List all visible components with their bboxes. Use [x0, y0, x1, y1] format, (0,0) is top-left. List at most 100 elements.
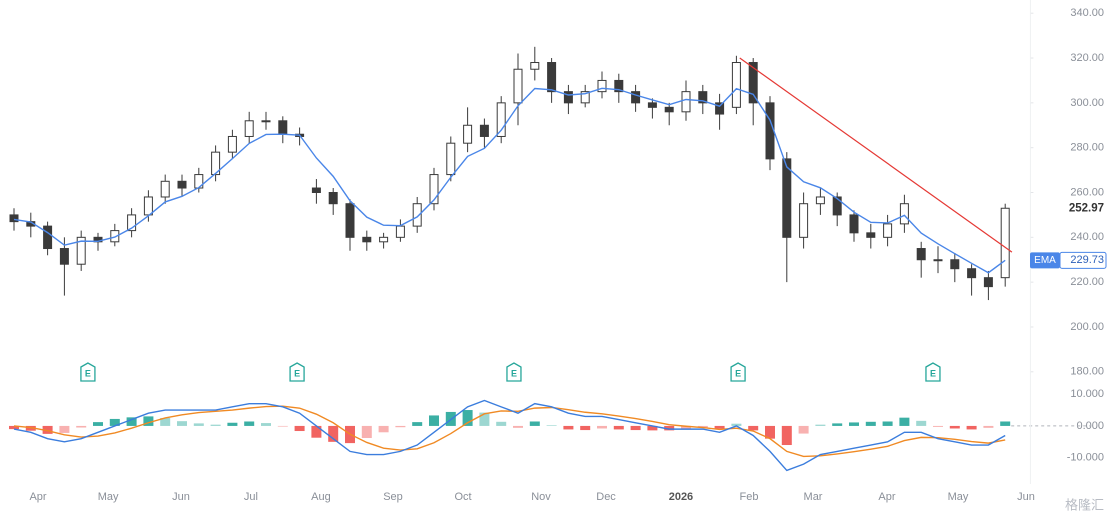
y-tick-label: 180.00 — [1070, 366, 1104, 378]
macd-histogram-bar — [580, 425, 591, 431]
x-tick-label: Mar — [804, 491, 823, 503]
y-tick-label: 280.00 — [1070, 142, 1104, 154]
candle-body — [681, 91, 691, 113]
x-tick-label: Apr — [29, 491, 46, 503]
candle-body — [278, 120, 288, 135]
macd-histogram-bar — [832, 423, 843, 426]
macd-histogram-bar — [429, 415, 439, 426]
y-tick-label: -10.000 — [1067, 452, 1104, 464]
candle-body — [698, 91, 708, 104]
macd-histogram-bar — [361, 425, 372, 439]
candle-body — [883, 223, 893, 238]
macd-histogram-bar — [277, 425, 288, 427]
ema-line — [13, 87, 1006, 274]
macd-histogram-bar — [647, 425, 658, 431]
macd-histogram-bar — [227, 422, 238, 426]
candle-body — [76, 236, 86, 265]
event-label: E — [735, 368, 741, 378]
macd-histogram-bar — [378, 425, 389, 433]
macd-histogram-bar — [697, 425, 708, 428]
y-tick-label: 0.000 — [1076, 420, 1104, 432]
event-badge — [925, 362, 941, 382]
macd-histogram-bar — [664, 425, 675, 431]
candle-body — [782, 158, 792, 238]
event-badge — [289, 362, 305, 382]
x-tick-label: Feb — [740, 491, 759, 503]
y-tick-label: 220.00 — [1070, 276, 1104, 288]
macd-histogram-bar — [849, 422, 859, 426]
candle-body — [311, 187, 321, 194]
x-tick-label: 2026 — [669, 491, 693, 503]
event-label: E — [85, 368, 91, 378]
macd-histogram-bar — [143, 416, 154, 426]
macd-histogram-bar — [42, 425, 53, 434]
candle-body — [429, 174, 439, 205]
candle-body — [345, 203, 355, 238]
candle-body — [647, 102, 657, 108]
event-badge — [730, 362, 746, 382]
y-tick-label: 200.00 — [1070, 321, 1104, 333]
event-label: E — [294, 368, 300, 378]
y-tick-label: 320.00 — [1070, 52, 1104, 64]
x-tick-label: Nov — [531, 491, 551, 503]
macd-histogram-bar — [563, 425, 574, 430]
event-label: E — [511, 368, 517, 378]
candle-body — [731, 62, 741, 108]
y-tick-label: 260.00 — [1070, 186, 1104, 198]
candle-body — [160, 180, 170, 198]
x-tick-label: May — [948, 491, 969, 503]
candle-body — [127, 214, 137, 232]
x-tick-label: Jul — [244, 491, 258, 503]
candle-body — [496, 102, 506, 137]
macd-histogram-bar — [933, 425, 943, 427]
candle-body — [211, 151, 221, 176]
candle-body — [379, 236, 389, 243]
x-tick-label: Jun — [172, 491, 190, 503]
candle-body — [177, 180, 187, 189]
macd-histogram-bar — [765, 425, 775, 439]
macd-histogram-bar — [613, 425, 624, 430]
macd-histogram-bar — [1000, 421, 1011, 426]
candle-body — [362, 236, 372, 243]
trendline — [739, 57, 1013, 253]
x-tick-label: Dec — [596, 491, 616, 503]
candle-body — [479, 124, 489, 137]
candle-body — [765, 102, 775, 160]
y-tick-label: 340.00 — [1070, 7, 1104, 19]
candle-body — [916, 248, 926, 261]
candle-body — [395, 225, 405, 238]
event-badge — [80, 362, 96, 382]
macd-histogram-bar — [513, 425, 523, 428]
event-badge — [506, 362, 522, 382]
candle-body — [43, 225, 53, 250]
macd-histogram-bar — [597, 425, 607, 429]
candle-body — [59, 248, 69, 265]
macd-histogram-bar — [798, 425, 809, 434]
candle-body — [899, 203, 909, 225]
macd-histogram-bar — [781, 425, 792, 446]
macd-histogram-bar — [93, 422, 103, 426]
macd-histogram-bar — [714, 425, 725, 429]
macd-histogram-bar — [261, 423, 271, 426]
y-tick-label: 10.000 — [1070, 388, 1104, 400]
x-tick-label: Sep — [383, 491, 403, 503]
candle-body — [950, 259, 960, 270]
candle-body — [597, 79, 607, 93]
candle-body — [328, 192, 338, 205]
macd-histogram-bar — [210, 424, 221, 426]
macd-histogram-bar — [109, 418, 120, 426]
macd-histogram-bar — [546, 425, 557, 426]
macd-histogram-bar — [529, 421, 540, 426]
candle-body — [463, 124, 473, 144]
macd-histogram-bar — [177, 421, 187, 426]
macd-histogram-bar — [630, 425, 641, 431]
y-tick-label: 240.00 — [1070, 231, 1104, 243]
candle-body — [614, 79, 624, 93]
candle-body — [110, 230, 120, 243]
x-tick-label: Aug — [311, 491, 331, 503]
candle-body — [832, 196, 842, 216]
ema-value: 229.73 — [1070, 254, 1104, 266]
y-tick-label: 300.00 — [1070, 97, 1104, 109]
macd-histogram-bar — [25, 425, 36, 431]
macd-histogram-bar — [294, 425, 305, 432]
